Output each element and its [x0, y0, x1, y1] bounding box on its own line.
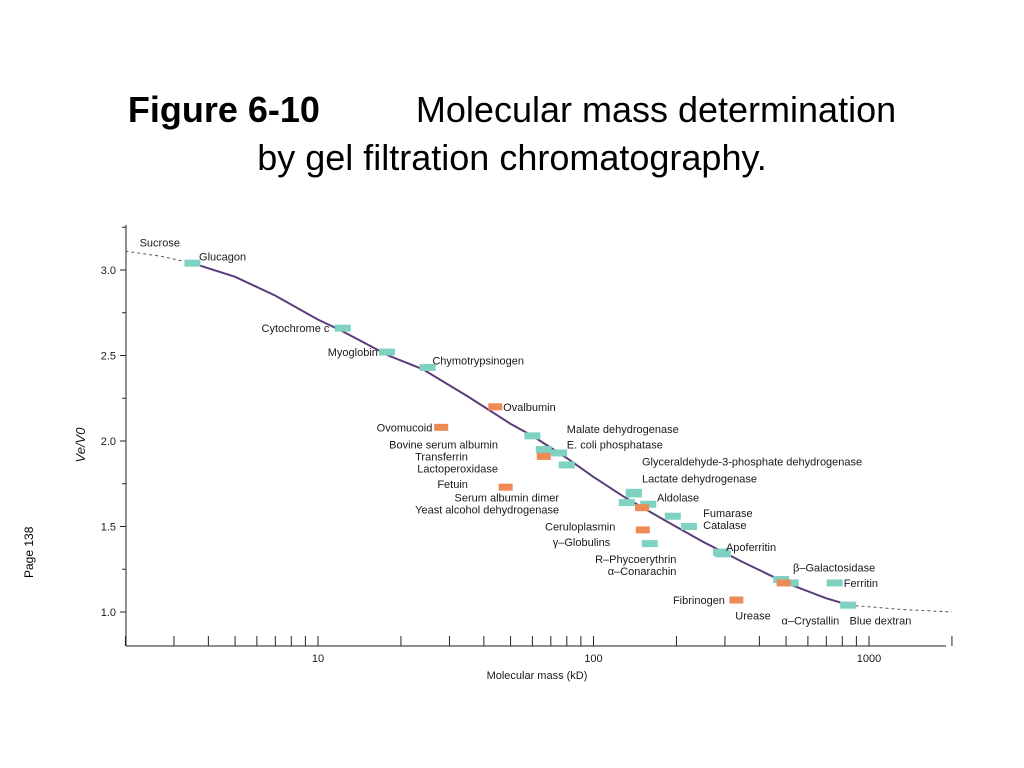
title-line1: Molecular mass determination — [415, 89, 897, 130]
marker-catalase — [680, 523, 697, 530]
label-fibrinogen: Fibrinogen — [673, 595, 725, 607]
marker-serum-albumin-dimer — [618, 499, 635, 507]
y-tick-label: 1.5 — [101, 522, 116, 534]
label-crystallin: α–Crystallin — [782, 616, 840, 628]
marker-urease — [776, 579, 791, 587]
label-apoferritin: Apoferritin — [726, 542, 776, 554]
marker-galactosidase — [782, 579, 799, 587]
label-lactate-dehydrogenase: Lactate dehydrogenase — [642, 474, 757, 486]
label-ceruloplasmin: Ceruloplasmin — [545, 522, 615, 534]
label-urease: Urease — [735, 610, 770, 622]
y-tick-label: 2.5 — [101, 351, 116, 363]
label-catalase: Catalase — [703, 520, 746, 532]
marker-ovalbumin — [488, 403, 503, 411]
label-ovalbumin: Ovalbumin — [503, 402, 556, 414]
y-tick-label: 2.0 — [101, 436, 116, 448]
x-tick-label: 100 — [584, 653, 602, 665]
marker-fetuin — [498, 483, 513, 491]
marker-transferrin — [536, 452, 551, 460]
label-cytochrome-c: Cytochrome c — [262, 323, 330, 335]
calibration-curve-dashed-right — [849, 604, 952, 613]
x-tick-label: 1000 — [857, 653, 881, 665]
label-r-phycoerythrin: R–Phycoerythrin — [595, 554, 676, 566]
marker-fumarase — [664, 512, 681, 520]
label-bovine-serum-albumin: Bovine serum albumin — [389, 439, 498, 451]
label-e-coli-phosphatase: E. coli phosphatase — [567, 439, 663, 451]
label-glyceraldehyde-3-phosphate-dehydrogenase: Glyceraldehyde-3-phosphate dehydrogenase — [642, 457, 862, 469]
label-aldolase: Aldolase — [657, 492, 699, 504]
label-fetuin: Fetuin — [437, 479, 468, 491]
label-galactosidase: β–Galactosidase — [793, 563, 875, 575]
label-yeast-alcohol-dehydrogenase: Yeast alcohol dehydrogenase — [415, 504, 559, 516]
marker-lactoperoxidase — [558, 461, 575, 469]
marker-cytochrome-c — [334, 324, 351, 332]
marker-ferritin — [826, 579, 843, 587]
y-tick-label: 3.0 — [101, 265, 116, 277]
label-ovomucoid: Ovomucoid — [377, 422, 433, 434]
label-ferritin: Ferritin — [844, 578, 878, 590]
marker-crystallin — [840, 601, 857, 609]
label-conarachin: α–Conarachin — [608, 566, 677, 578]
label-chymotrypsinogen: Chymotrypsinogen — [432, 356, 524, 368]
label-fumarase: Fumarase — [703, 508, 753, 520]
label-glucagon: Glucagon — [199, 251, 246, 263]
marker-ovomucoid — [434, 423, 449, 431]
marker-lactate-dehydrogenase — [625, 490, 642, 498]
label-globulins: γ–Globulins — [553, 537, 611, 549]
figure-title: Figure 6-10 Molecular mass determination … — [0, 86, 1024, 182]
marker-myoglobin — [378, 348, 395, 356]
label-transferrin: Transferrin — [415, 451, 468, 463]
marker-e-coli-phosphatase — [551, 449, 568, 457]
label-myoglobin: Myoglobin — [328, 347, 378, 359]
marker-malate-dehydrogenase — [524, 432, 541, 440]
x-tick-label: 10 — [312, 653, 324, 665]
calibration-curve-dashed-left — [125, 250, 193, 264]
marker-globulins — [641, 540, 658, 548]
marker-bovine-serum-albumin — [535, 446, 552, 454]
label-blue-dextran: Blue dextran — [850, 616, 912, 628]
title-line2: by gel filtration chromatography. — [257, 137, 767, 178]
label-lactoperoxidase: Lactoperoxidase — [417, 463, 498, 475]
marker-yeast-alcohol-dehydrogenase — [635, 504, 650, 512]
marker-glucagon — [184, 259, 201, 267]
y-axis-label: Ve/V0 — [73, 427, 88, 463]
label-sucrose: Sucrose — [140, 238, 180, 250]
figure-label: Figure 6-10 — [127, 89, 320, 130]
marker-conarachin — [714, 550, 731, 558]
marker-fibrinogen — [729, 596, 744, 604]
y-tick-label: 1.0 — [101, 607, 116, 619]
marker-ceruloplasmin — [635, 526, 650, 534]
x-axis-label: Molecular mass (kD) — [487, 670, 588, 682]
label-malate-dehydrogenase: Malate dehydrogenase — [567, 424, 679, 436]
marker-chymotrypsinogen — [419, 363, 436, 371]
label-serum-albumin-dimer: Serum albumin dimer — [455, 492, 560, 504]
